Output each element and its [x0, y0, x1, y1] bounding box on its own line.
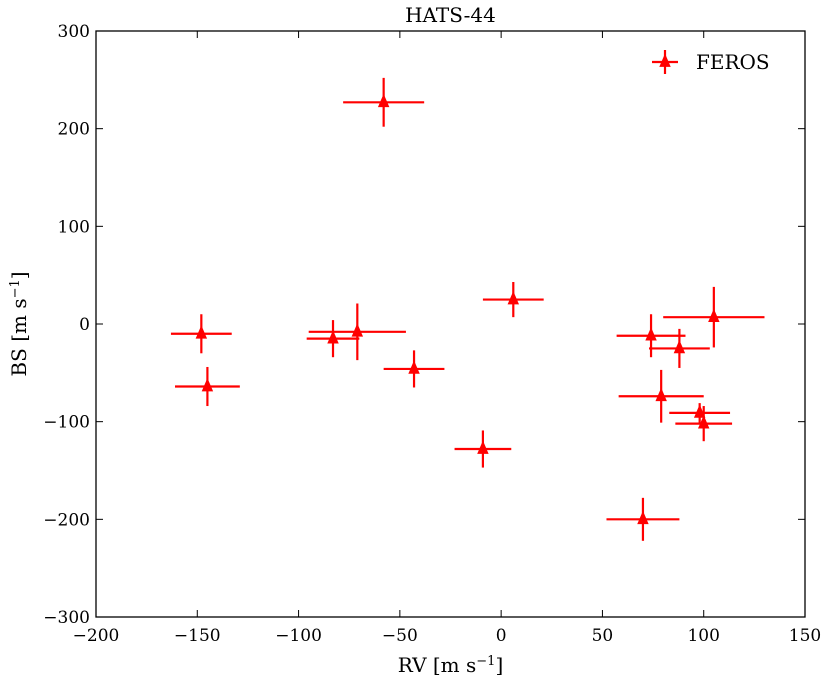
x-tick-label: −200: [73, 626, 120, 646]
data-point: [454, 430, 512, 468]
data-point: [306, 320, 360, 358]
axis-ticks: −200 −150 −100 −50 0 50 100 150−300−200−1000100…: [43, 22, 821, 646]
point-marker: [655, 387, 667, 402]
data-point: [669, 403, 731, 423]
point-marker: [327, 330, 339, 344]
data-point: [618, 369, 704, 423]
point-marker: [201, 378, 214, 392]
data-point: [308, 303, 406, 361]
data-point: [606, 497, 680, 541]
point-marker: [351, 323, 364, 337]
y-axis-label: BS [m s−1]: [7, 271, 31, 376]
x-tick-label: 100: [687, 626, 719, 646]
y-tick-label: −100: [43, 413, 90, 433]
x-tick-label: 50: [592, 626, 614, 646]
y-tick-label: 100: [58, 217, 90, 237]
legend: FEROS: [652, 50, 770, 74]
point-marker: [708, 308, 720, 322]
legend-marker: [659, 53, 671, 67]
x-tick-label: 0: [496, 626, 507, 646]
chart-title: HATS-44: [405, 3, 496, 27]
data-point: [343, 77, 425, 127]
point-marker: [408, 360, 420, 374]
data-point: [616, 314, 686, 358]
point-marker: [477, 440, 489, 454]
x-tick-label: −50: [382, 626, 418, 646]
y-tick-label: −300: [43, 608, 90, 628]
point-marker: [195, 325, 208, 339]
point-marker: [637, 510, 649, 525]
point-marker: [673, 339, 686, 354]
legend-label-feros: FEROS: [696, 50, 770, 74]
point-marker: [697, 415, 710, 429]
y-tick-label: 0: [79, 315, 90, 335]
data-point: [175, 366, 240, 407]
data-point: [663, 286, 765, 348]
point-marker: [693, 404, 706, 418]
x-tick-label: −150: [174, 626, 221, 646]
y-tick-label: −200: [43, 510, 90, 530]
y-tick-label: 200: [58, 120, 90, 140]
chart-marks: [170, 77, 765, 541]
data-point: [482, 282, 544, 318]
data-point: [383, 350, 445, 388]
point-marker: [645, 327, 657, 341]
point-marker: [377, 93, 390, 108]
y-tick-label: 300: [58, 22, 90, 42]
data-point: [649, 328, 710, 368]
point-marker: [507, 291, 520, 305]
data-point: [675, 406, 733, 442]
x-axis-label: RV [m s−1]: [398, 653, 504, 677]
x-tick-label: −100: [275, 626, 322, 646]
x-tick-label: 150: [789, 626, 821, 646]
data-point: [170, 314, 232, 354]
